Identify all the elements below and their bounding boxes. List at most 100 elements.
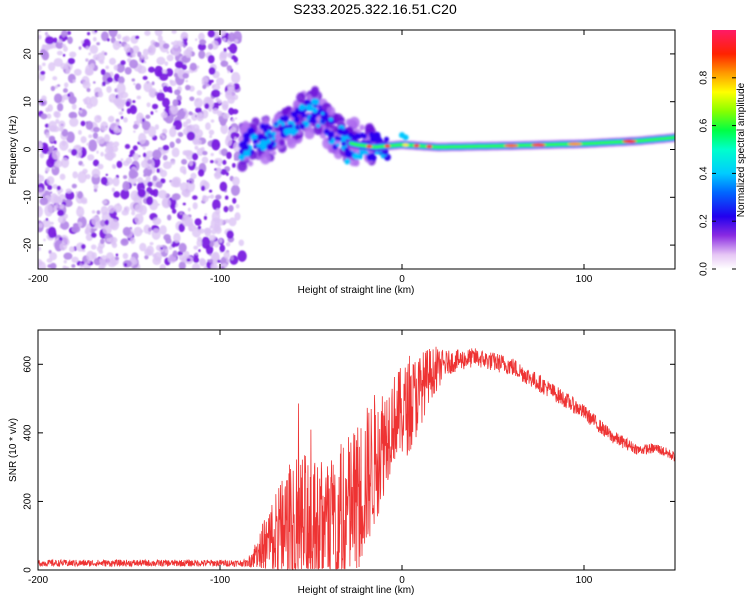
- noise-blob: [162, 135, 166, 139]
- noise-blob: [218, 30, 227, 37]
- signal-peak: [622, 139, 637, 143]
- noise-blob: [208, 189, 213, 193]
- noise-blob: [147, 126, 157, 138]
- noise-blob: [77, 205, 81, 210]
- noise-blob: [97, 91, 104, 98]
- noise-blob: [48, 135, 56, 143]
- noise-blob: [176, 94, 182, 102]
- noise-blob: [88, 139, 98, 152]
- noise-blob: [71, 148, 78, 156]
- noise-blob: [109, 57, 117, 65]
- spectrogram-x-ticks: -200 -100 0 100: [28, 30, 593, 285]
- noise-blob: [198, 50, 206, 59]
- noise-blob: [160, 178, 166, 184]
- signal-halo-blob: [271, 150, 277, 156]
- noise-blob: [45, 166, 50, 173]
- noise-blob: [113, 141, 120, 147]
- noise-blob: [127, 52, 131, 56]
- noise-blob: [155, 181, 163, 188]
- noise-blob: [152, 175, 158, 182]
- noise-blob: [100, 219, 106, 227]
- noise-blob: [159, 263, 166, 269]
- signal-halo-blob: [306, 94, 312, 101]
- signal-halo-blob: [359, 124, 365, 131]
- noise-blob: [129, 59, 139, 69]
- noise-blob: [207, 195, 211, 199]
- noise-blob: [136, 177, 144, 184]
- noise-blob: [53, 140, 57, 145]
- noise-blob: [91, 168, 101, 179]
- snr-x-tick-label: -200: [28, 575, 48, 586]
- noise-blob: [89, 96, 98, 107]
- noise-blob: [45, 36, 55, 45]
- noise-blob: [92, 54, 100, 61]
- noise-blob: [59, 173, 66, 180]
- noise-blob: [151, 228, 161, 240]
- noise-blob: [146, 170, 152, 177]
- noise-blob: [217, 259, 221, 263]
- noise-blob: [69, 51, 77, 58]
- signal-core-blob: [257, 134, 265, 141]
- noise-blob: [80, 136, 87, 144]
- spectrogram-x-tick-label: -100: [210, 274, 230, 285]
- noise-blob: [54, 111, 61, 119]
- snr-y-ticks: 0 200 400 600: [23, 356, 675, 573]
- noise-blob: [164, 61, 169, 66]
- noise-blob: [71, 225, 81, 233]
- noise-blob: [106, 237, 112, 243]
- colorbar-gradient: [712, 30, 736, 269]
- noise-blob: [94, 30, 98, 33]
- noise-blob: [234, 38, 239, 44]
- noise-blob: [153, 251, 163, 262]
- spectrogram-y-tick-label: 10: [23, 96, 34, 108]
- noise-blob: [228, 217, 237, 227]
- signal-core-blob: [337, 128, 344, 135]
- noise-blob: [88, 134, 93, 139]
- noise-blob: [139, 115, 143, 119]
- signal-peak: [384, 144, 391, 148]
- noise-blob: [228, 32, 236, 42]
- noise-blob: [210, 152, 214, 157]
- noise-blob: [132, 259, 138, 265]
- signal-core-blob: [265, 123, 269, 128]
- signal-core-blob: [384, 136, 390, 142]
- noise-blob: [52, 184, 58, 189]
- noise-blob: [191, 126, 195, 130]
- noise-blob: [56, 185, 61, 191]
- noise-blob: [183, 108, 187, 112]
- noise-blob: [92, 36, 97, 42]
- noise-blob: [113, 64, 119, 71]
- noise-blob: [170, 179, 180, 188]
- noise-blob: [151, 103, 159, 110]
- noise-blob: [38, 222, 43, 229]
- noise-blob: [220, 148, 228, 157]
- snr-xlabel: Height of straight line (km): [298, 585, 415, 596]
- noise-blob: [104, 52, 108, 56]
- noise-blob: [194, 145, 199, 150]
- noise-blob: [218, 238, 223, 244]
- noise-blob: [49, 252, 58, 261]
- noise-blob: [123, 117, 128, 123]
- noise-blob: [189, 96, 195, 102]
- signal-core-blob: [247, 127, 255, 135]
- noise-blob: [185, 79, 189, 83]
- noise-blob: [142, 75, 148, 80]
- noise-blob: [116, 82, 126, 95]
- signal-peak: [413, 144, 420, 148]
- signal-halo-blob: [262, 116, 269, 124]
- signal-core-blob: [318, 105, 322, 109]
- noise-blob: [189, 180, 192, 184]
- noise-blob: [179, 211, 184, 215]
- noise-blob: [219, 181, 228, 192]
- noise-blob: [137, 65, 147, 74]
- noise-blob: [88, 52, 92, 56]
- spectrogram-noise: [38, 30, 247, 269]
- noise-blob: [173, 72, 178, 78]
- noise-blob: [168, 245, 173, 250]
- noise-blob: [120, 238, 129, 246]
- noise-blob: [182, 213, 188, 218]
- noise-blob: [113, 127, 121, 134]
- noise-blob: [93, 183, 99, 190]
- noise-blob: [220, 123, 229, 135]
- noise-blob: [162, 97, 170, 108]
